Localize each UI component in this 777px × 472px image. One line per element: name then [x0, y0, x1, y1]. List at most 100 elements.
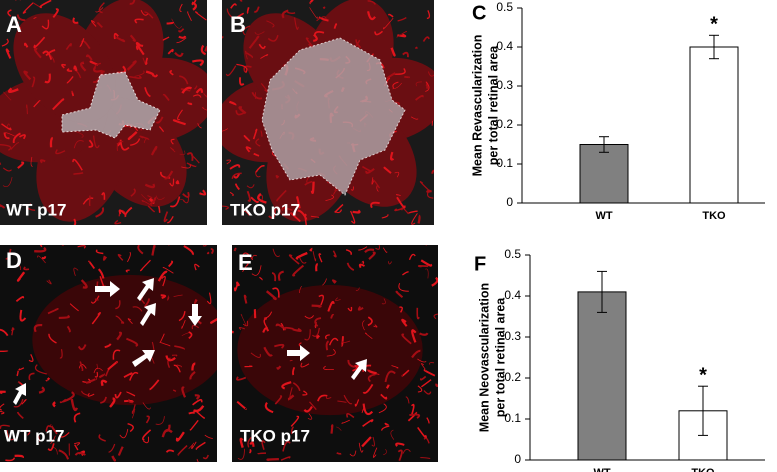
vessel: [162, 267, 174, 274]
vessel: [330, 313, 335, 319]
y-axis-label: per total retinal area: [493, 297, 507, 418]
vessel: [199, 189, 207, 196]
vessel: [104, 343, 112, 349]
vessel: [181, 86, 193, 94]
y-axis-label: Mean Revascularization: [470, 35, 484, 177]
vessel: [243, 294, 248, 304]
vessel: [367, 316, 373, 327]
vessel: [73, 267, 79, 277]
vessel: [253, 6, 260, 13]
vessel: [309, 7, 318, 19]
vessel: [195, 441, 206, 450]
vessel: [292, 366, 296, 376]
vessel: [85, 377, 98, 385]
vessel: [226, 159, 232, 165]
vessel: [255, 171, 261, 178]
vessel: [77, 344, 87, 351]
vessel: [240, 313, 247, 326]
vessel: [77, 245, 86, 249]
vessel: [134, 70, 145, 77]
vessel: [303, 405, 313, 413]
vessel: [419, 181, 431, 192]
vessel: [275, 174, 280, 179]
vessel: [116, 331, 123, 341]
vessel: [17, 161, 25, 169]
vessel: [367, 369, 377, 375]
vessel: [191, 362, 196, 371]
vessel: [347, 306, 353, 312]
vessel: [175, 431, 185, 442]
panel-labels: A WT p17 B TKO p17 D WT p17 E TKO p17: [4, 12, 310, 446]
vessel: [174, 51, 184, 58]
vessel: [248, 448, 252, 454]
vessel: [259, 276, 263, 281]
error-bar: [599, 136, 609, 153]
vessel: [401, 318, 408, 327]
bar: [577, 291, 627, 461]
vessel: [334, 203, 344, 214]
vessel: [44, 73, 51, 84]
vessel: [292, 264, 305, 277]
vessel: [5, 48, 12, 59]
vessel: [188, 331, 193, 339]
arrow: [140, 303, 156, 326]
vessel: [137, 245, 144, 255]
panel-caption: TKO p17: [240, 426, 310, 445]
vessel: [149, 196, 157, 206]
vessel: [390, 47, 396, 57]
vessel: [420, 259, 433, 267]
vessel: [222, 205, 229, 210]
vessel: [169, 196, 181, 208]
vessel: [80, 279, 88, 289]
vessel: [169, 178, 175, 187]
vessel: [82, 197, 94, 205]
vessel: [281, 9, 289, 19]
vessel: [19, 309, 27, 322]
vessel: [419, 375, 427, 381]
vessel: [398, 282, 409, 292]
vessel: [402, 51, 409, 58]
vessel: [188, 442, 195, 449]
vessel: [165, 449, 175, 453]
vessel: [340, 336, 344, 347]
petal: [13, 13, 116, 123]
vessel: [362, 403, 374, 416]
vessel: [0, 410, 5, 415]
vessel: [94, 371, 99, 378]
vessel: [159, 333, 165, 343]
vessel: [88, 139, 94, 148]
vessel: [159, 341, 171, 347]
vessel: [236, 376, 247, 381]
panel-caption: TKO p17: [230, 200, 300, 219]
vessel: [39, 0, 52, 9]
vessel: [124, 206, 133, 218]
vessel: [187, 11, 192, 22]
vessel: [74, 451, 86, 456]
vessel: [392, 82, 402, 90]
vessel: [271, 272, 277, 282]
vessel: [373, 324, 378, 328]
vessel: [261, 440, 266, 450]
vessel: [52, 8, 59, 19]
vessel: [336, 452, 342, 455]
vessel: [130, 138, 141, 146]
vessel: [367, 0, 377, 5]
vessel: [287, 11, 296, 14]
vessel: [397, 449, 403, 462]
vessel: [142, 429, 152, 441]
vessel: [304, 329, 311, 341]
vessel: [144, 87, 151, 98]
vessel: [242, 252, 254, 261]
vessel: [123, 372, 133, 378]
vessel: [191, 0, 197, 6]
vessel: [292, 327, 302, 332]
vessel: [36, 255, 46, 264]
vessel: [355, 287, 360, 291]
vessel: [66, 68, 73, 72]
vessel: [3, 132, 10, 140]
vessel: [370, 201, 380, 209]
vessel: [187, 102, 193, 106]
vessel: [250, 352, 261, 358]
vessel: [89, 60, 99, 66]
vessel: [239, 437, 244, 448]
